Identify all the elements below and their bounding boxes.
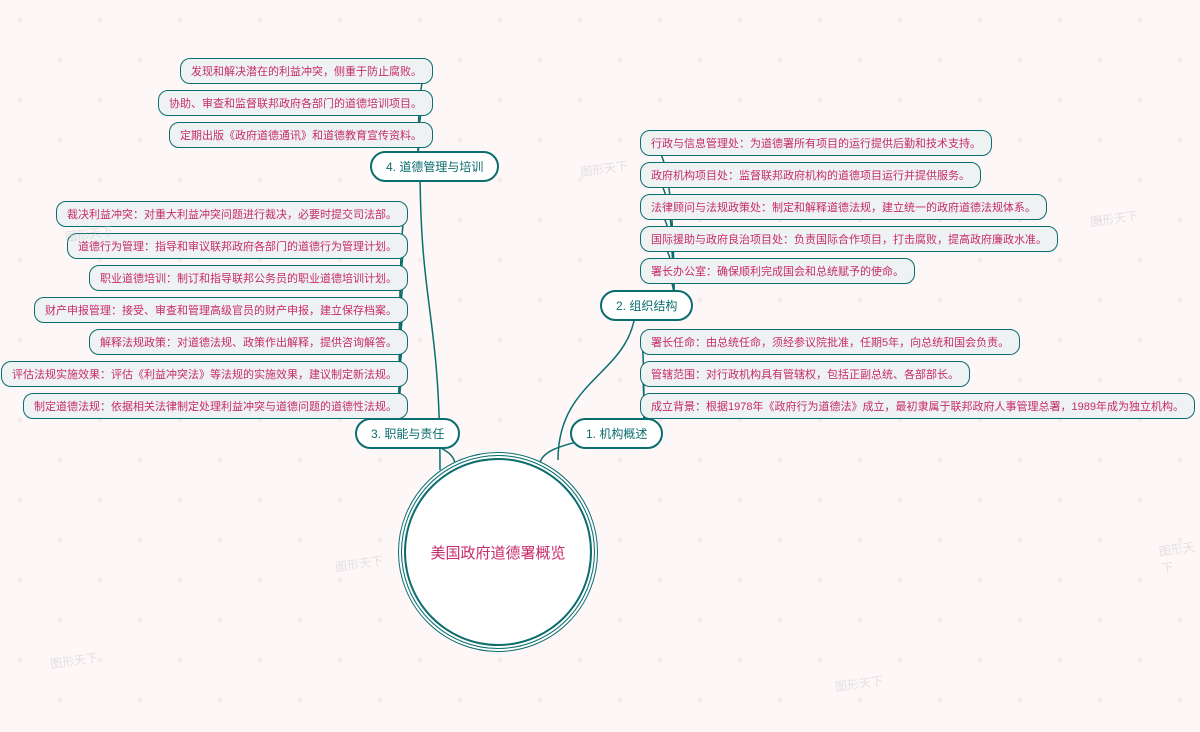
leaf-node: 国际援助与政府良治项目处：负责国际合作项目，打击腐败，提高政府廉政水准。 — [640, 226, 1058, 252]
leaf-node: 裁决利益冲突：对重大利益冲突问题进行裁决，必要时提交司法部。 — [56, 201, 408, 227]
leaf-node: 署长办公室：确保顺利完成国会和总统赋予的使命。 — [640, 258, 915, 284]
leaf-label: 政府机构项目处：监督联邦政府机构的道德项目运行并提供服务。 — [651, 170, 970, 182]
branch-label: 1. 机构概述 — [586, 427, 647, 441]
leaf-label: 国际援助与政府良治项目处：负责国际合作项目，打击腐败，提高政府廉政水准。 — [651, 234, 1047, 246]
branch-label: 3. 职能与责任 — [371, 427, 444, 441]
leaf-label: 成立背景：根据1978年《政府行为道德法》成立，最初隶属于联邦政府人事管理总署，… — [651, 401, 1184, 413]
leaf-label: 发现和解决潜在的利益冲突，侧重于防止腐败。 — [191, 66, 422, 78]
branch-label: 4. 道德管理与培训 — [386, 160, 483, 174]
leaf-node: 解释法规政策：对道德法规、政策作出解释，提供咨询解答。 — [89, 329, 408, 355]
watermark-text: 图形天下 — [1089, 209, 1138, 230]
leaf-label: 法律顾问与法规政策处：制定和解释道德法规，建立统一的政府道德法规体系。 — [651, 202, 1036, 214]
leaf-label: 裁决利益冲突：对重大利益冲突问题进行裁决，必要时提交司法部。 — [67, 209, 397, 221]
root-label: 美国政府道德署概览 — [430, 542, 565, 563]
watermark: 图形天下 — [1158, 537, 1200, 576]
watermark-text: 图形天下 — [579, 159, 628, 180]
branch-node: 1. 机构概述 — [570, 418, 663, 449]
branch-label: 2. 组织结构 — [616, 299, 677, 313]
watermark-text: 图形天下 — [49, 651, 98, 672]
leaf-node: 制定道德法规：依据相关法律制定处理利益冲突与道德问题的道德性法规。 — [23, 393, 408, 419]
leaf-node: 评估法规实施效果：评估《利益冲突法》等法规的实施效果，建议制定新法规。 — [1, 361, 408, 387]
leaf-label: 管辖范围：对行政机构具有管辖权，包括正副总统、各部部长。 — [651, 369, 959, 381]
branch-node: 3. 职能与责任 — [355, 418, 460, 449]
watermark-text: 图形天下 — [334, 554, 383, 575]
branch-node: 2. 组织结构 — [600, 290, 693, 321]
leaf-node: 定期出版《政府道德通讯》和道德教育宣传资料。 — [169, 122, 433, 148]
leaf-label: 行政与信息管理处：为道德署所有项目的运行提供后勤和技术支持。 — [651, 138, 981, 150]
watermark: 图形天下 — [579, 157, 629, 181]
leaf-node: 政府机构项目处：监督联邦政府机构的道德项目运行并提供服务。 — [640, 162, 981, 188]
leaf-label: 财产申报管理：接受、审查和管理高级官员的财产申报，建立保存档案。 — [45, 305, 397, 317]
leaf-node: 署长任命：由总统任命，须经参议院批准，任期5年，向总统和国会负责。 — [640, 329, 1020, 355]
leaf-label: 制定道德法规：依据相关法律制定处理利益冲突与道德问题的道德性法规。 — [34, 401, 397, 413]
leaf-node: 发现和解决潜在的利益冲突，侧重于防止腐败。 — [180, 58, 433, 84]
branch-node: 4. 道德管理与培训 — [370, 151, 499, 182]
leaf-node: 财产申报管理：接受、审查和管理高级官员的财产申报，建立保存档案。 — [34, 297, 408, 323]
leaf-label: 评估法规实施效果：评估《利益冲突法》等法规的实施效果，建议制定新法规。 — [12, 369, 397, 381]
leaf-node: 协助、审查和监督联邦政府各部门的道德培训项目。 — [158, 90, 433, 116]
leaf-node: 道德行为管理：指导和审议联邦政府各部门的道德行为管理计划。 — [67, 233, 408, 259]
leaf-node: 行政与信息管理处：为道德署所有项目的运行提供后勤和技术支持。 — [640, 130, 992, 156]
root-node: 美国政府道德署概览 — [398, 452, 598, 652]
leaf-label: 解释法规政策：对道德法规、政策作出解释，提供咨询解答。 — [100, 337, 397, 349]
watermark: 图形天下 — [49, 649, 99, 673]
watermark-text: 图形天下 — [834, 674, 883, 695]
leaf-label: 道德行为管理：指导和审议联邦政府各部门的道德行为管理计划。 — [78, 241, 397, 253]
leaf-label: 定期出版《政府道德通讯》和道德教育宣传资料。 — [180, 130, 422, 142]
leaf-node: 法律顾问与法规政策处：制定和解释道德法规，建立统一的政府道德法规体系。 — [640, 194, 1047, 220]
leaf-node: 职业道德培训：制订和指导联邦公务员的职业道德培训计划。 — [89, 265, 408, 291]
leaf-node: 成立背景：根据1978年《政府行为道德法》成立，最初隶属于联邦政府人事管理总署，… — [640, 393, 1195, 419]
watermark: 图形天下 — [834, 672, 884, 696]
watermark-text: 图形天下 — [1158, 540, 1196, 576]
leaf-label: 协助、审查和监督联邦政府各部门的道德培训项目。 — [169, 98, 422, 110]
leaf-label: 职业道德培训：制订和指导联邦公务员的职业道德培训计划。 — [100, 273, 397, 285]
leaf-label: 署长任命：由总统任命，须经参议院批准，任期5年，向总统和国会负责。 — [651, 337, 1009, 349]
watermark: 图形天下 — [334, 552, 384, 576]
leaf-node: 管辖范围：对行政机构具有管辖权，包括正副总统、各部部长。 — [640, 361, 970, 387]
leaf-label: 署长办公室：确保顺利完成国会和总统赋予的使命。 — [651, 266, 904, 278]
watermark: 图形天下 — [1089, 207, 1139, 231]
